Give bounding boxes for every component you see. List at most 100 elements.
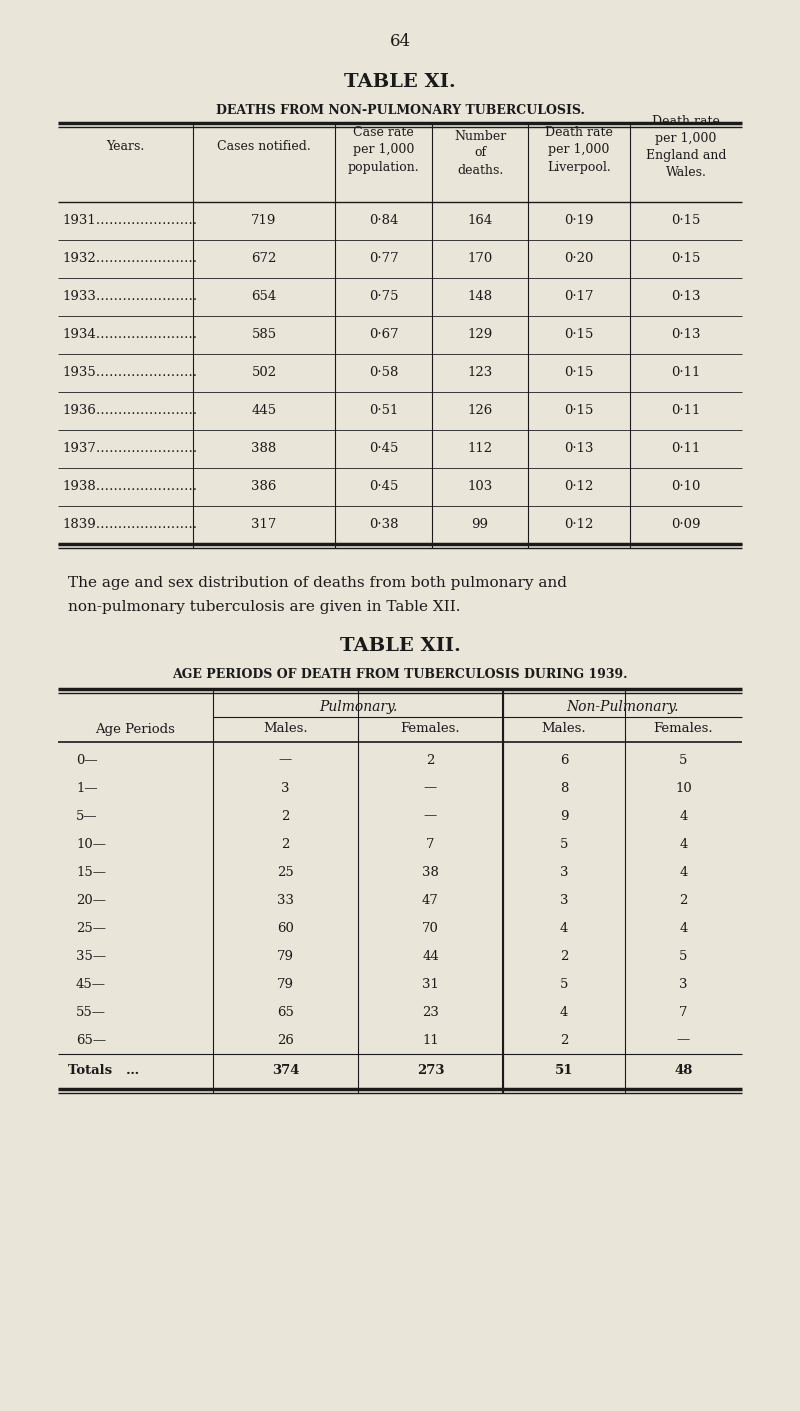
Text: 123: 123	[467, 367, 493, 380]
Text: 273: 273	[417, 1064, 444, 1078]
Text: 15—: 15—	[76, 865, 106, 879]
Text: 2: 2	[282, 838, 290, 851]
Text: 4: 4	[560, 921, 568, 934]
Text: 51: 51	[554, 1064, 574, 1078]
Text: 1—: 1—	[76, 782, 98, 794]
Text: 0·45: 0·45	[369, 481, 398, 494]
Text: 55—: 55—	[76, 1006, 106, 1019]
Text: 0·19: 0·19	[564, 214, 594, 227]
Text: 45—: 45—	[76, 978, 106, 991]
Text: 0·67: 0·67	[369, 329, 398, 341]
Text: 65: 65	[277, 1006, 294, 1019]
Text: TABLE XI.: TABLE XI.	[344, 73, 456, 90]
Text: 5: 5	[679, 753, 688, 766]
Text: 388: 388	[251, 443, 277, 456]
Text: 2: 2	[426, 753, 434, 766]
Text: 386: 386	[251, 481, 277, 494]
Text: 0·20: 0·20	[564, 253, 594, 265]
Text: 3: 3	[282, 782, 290, 794]
Text: 3: 3	[679, 978, 688, 991]
Text: 0·10: 0·10	[671, 481, 701, 494]
Text: non-pulmonary tuberculosis are given in Table XII.: non-pulmonary tuberculosis are given in …	[68, 600, 461, 614]
Text: 4: 4	[679, 921, 688, 934]
Text: 10—: 10—	[76, 838, 106, 851]
Text: 23: 23	[422, 1006, 439, 1019]
Text: 1935…………………..: 1935…………………..	[62, 367, 197, 380]
Text: 6: 6	[560, 753, 568, 766]
Text: 1933…………………..: 1933…………………..	[62, 291, 197, 303]
Text: —: —	[279, 753, 292, 766]
Text: 374: 374	[272, 1064, 299, 1078]
Text: 148: 148	[467, 291, 493, 303]
Text: 11: 11	[422, 1033, 439, 1047]
Text: 103: 103	[467, 481, 493, 494]
Text: Number
of
deaths.: Number of deaths.	[454, 130, 506, 176]
Text: 0·12: 0·12	[564, 481, 594, 494]
Text: 4: 4	[679, 865, 688, 879]
Text: 2: 2	[282, 810, 290, 823]
Text: 0·13: 0·13	[671, 329, 701, 341]
Text: —: —	[424, 810, 437, 823]
Text: 0·15: 0·15	[564, 329, 594, 341]
Text: TABLE XII.: TABLE XII.	[339, 636, 461, 655]
Text: 35—: 35—	[76, 950, 106, 962]
Text: 0·84: 0·84	[369, 214, 398, 227]
Text: Age Periods: Age Periods	[95, 722, 175, 735]
Text: 2: 2	[560, 950, 568, 962]
Text: Death rate
per 1,000
Liverpool.: Death rate per 1,000 Liverpool.	[545, 127, 613, 174]
Text: 0·11: 0·11	[671, 367, 701, 380]
Text: Case rate
per 1,000
population.: Case rate per 1,000 population.	[348, 127, 419, 174]
Text: 1936…………………..: 1936…………………..	[62, 405, 197, 418]
Text: 25—: 25—	[76, 921, 106, 934]
Text: 317: 317	[251, 518, 277, 532]
Text: 0·45: 0·45	[369, 443, 398, 456]
Text: 0·15: 0·15	[671, 214, 701, 227]
Text: 1932…………………..: 1932…………………..	[62, 253, 197, 265]
Text: 445: 445	[251, 405, 277, 418]
Text: 0·09: 0·09	[671, 518, 701, 532]
Text: 1938…………………..: 1938…………………..	[62, 481, 197, 494]
Text: 33: 33	[277, 893, 294, 906]
Text: 1937…………………..: 1937…………………..	[62, 443, 197, 456]
Text: 112: 112	[467, 443, 493, 456]
Text: Males.: Males.	[263, 722, 308, 735]
Text: 5: 5	[560, 838, 568, 851]
Text: 64: 64	[390, 34, 410, 51]
Text: 5: 5	[560, 978, 568, 991]
Text: 0·13: 0·13	[564, 443, 594, 456]
Text: 719: 719	[251, 214, 277, 227]
Text: 126: 126	[467, 405, 493, 418]
Text: 0·15: 0·15	[564, 405, 594, 418]
Text: 65—: 65—	[76, 1033, 106, 1047]
Text: 5: 5	[679, 950, 688, 962]
Text: Cases notified.: Cases notified.	[217, 141, 311, 154]
Text: DEATHS FROM NON-PULMONARY TUBERCULOSIS.: DEATHS FROM NON-PULMONARY TUBERCULOSIS.	[215, 103, 585, 117]
Text: 1839…………………..: 1839…………………..	[62, 518, 197, 532]
Text: 7: 7	[679, 1006, 688, 1019]
Text: 25: 25	[277, 865, 294, 879]
Text: Totals   …: Totals …	[68, 1064, 139, 1078]
Text: 31: 31	[422, 978, 439, 991]
Text: 654: 654	[251, 291, 277, 303]
Text: 3: 3	[560, 893, 568, 906]
Text: 2: 2	[679, 893, 688, 906]
Text: 0·51: 0·51	[369, 405, 398, 418]
Text: Years.: Years.	[106, 141, 145, 154]
Text: 0·12: 0·12	[564, 518, 594, 532]
Text: 2: 2	[560, 1033, 568, 1047]
Text: 0·75: 0·75	[369, 291, 398, 303]
Text: Pulmonary.: Pulmonary.	[319, 700, 397, 714]
Text: Females.: Females.	[401, 722, 460, 735]
Text: 0·13: 0·13	[671, 291, 701, 303]
Text: 4: 4	[679, 810, 688, 823]
Text: Death rate
per 1,000
England and
Wales.: Death rate per 1,000 England and Wales.	[646, 116, 726, 179]
Text: 60: 60	[277, 921, 294, 934]
Text: 129: 129	[467, 329, 493, 341]
Text: Males.: Males.	[542, 722, 586, 735]
Text: 0·17: 0·17	[564, 291, 594, 303]
Text: 7: 7	[426, 838, 434, 851]
Text: 99: 99	[471, 518, 489, 532]
Text: 3: 3	[560, 865, 568, 879]
Text: 47: 47	[422, 893, 439, 906]
Text: 672: 672	[251, 253, 277, 265]
